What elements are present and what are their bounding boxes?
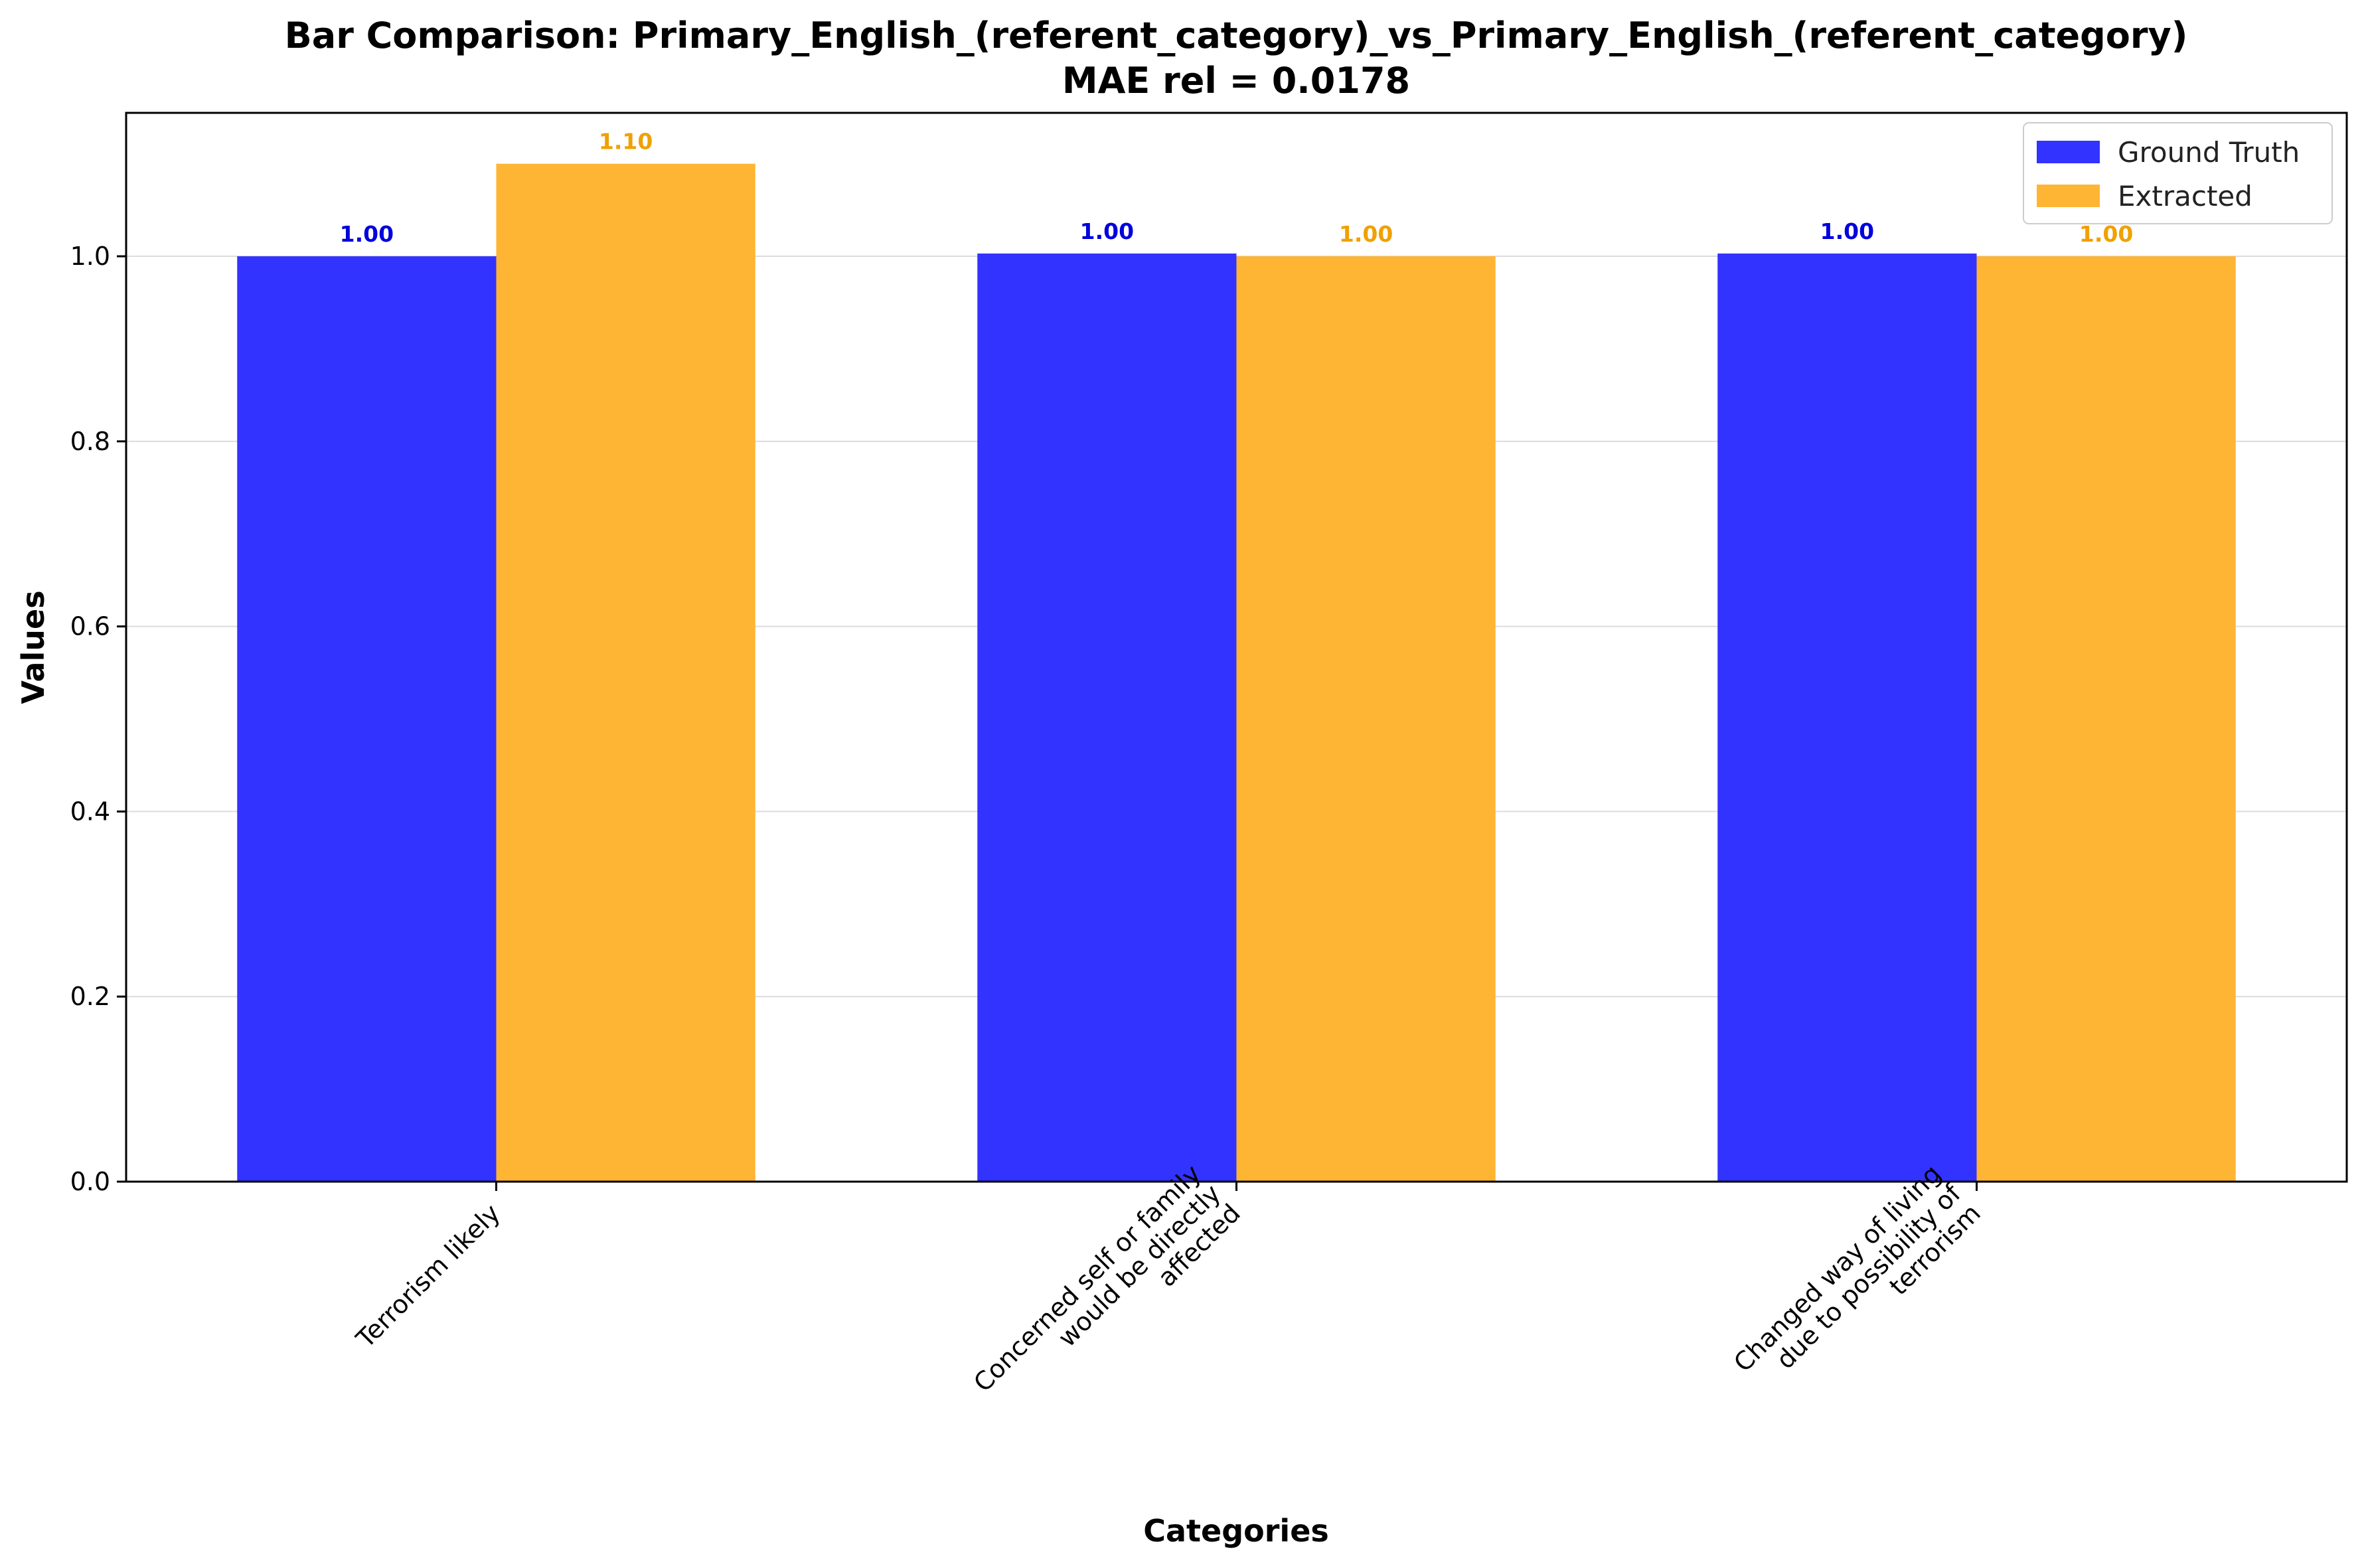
- bar-value-label: 1.00: [1820, 218, 1874, 244]
- bar-value-label: 1.00: [1080, 218, 1134, 244]
- legend: Ground Truth Extracted: [2023, 122, 2333, 224]
- x-axis-label: Categories: [1143, 1513, 1329, 1549]
- y-tick-label: 0.0: [70, 1167, 110, 1196]
- x-axis-ticks: Terrorism likely Concerned self or family…: [351, 1158, 1987, 1437]
- y-tick-label: 0.6: [70, 612, 110, 641]
- bars: [237, 163, 2236, 1182]
- bar-value-label: 1.00: [2079, 221, 2133, 247]
- bar-extracted: [1236, 256, 1496, 1182]
- y-axis-label: Values: [15, 590, 51, 704]
- bar-ground-truth: [1717, 253, 1977, 1182]
- y-tick-label: 1.0: [70, 242, 110, 271]
- bar-value-label: 1.00: [1339, 221, 1393, 247]
- bar-value-label: 1.10: [599, 129, 653, 155]
- legend-frame: [2023, 122, 2333, 224]
- x-tick-label-line: due to possibility of: [1771, 1178, 1967, 1374]
- bar-ground-truth: [977, 253, 1237, 1182]
- x-tick-label: Changed way of livingdue to possibility …: [1728, 1158, 1987, 1417]
- x-tick-label-line: Terrorism likely: [351, 1198, 506, 1354]
- bar-extracted: [496, 163, 755, 1182]
- chart-title: Bar Comparison: Primary_English_(referen…: [285, 15, 2188, 56]
- bar-value-labels: 1.00 1.00 1.00 1.10 1.00 1.00: [340, 129, 2134, 247]
- bar-extracted: [1976, 256, 2236, 1182]
- legend-label-extracted: Extracted: [2118, 180, 2252, 212]
- y-tick-label: 0.8: [70, 427, 110, 456]
- chart-subtitle: MAE rel = 0.0178: [1062, 60, 1410, 102]
- legend-swatch-ground-truth: [2037, 141, 2100, 163]
- x-tick-label: Terrorism likely: [351, 1198, 506, 1354]
- x-tick-label: Concerned self or familywould be directl…: [968, 1159, 1246, 1437]
- y-tick-label: 0.4: [70, 797, 110, 826]
- y-tick-label: 0.2: [70, 982, 110, 1011]
- bar-ground-truth: [237, 256, 497, 1182]
- bar-value-label: 1.00: [340, 221, 394, 247]
- y-axis-ticks: 0.0 0.2 0.4 0.6 0.8 1.0: [70, 242, 126, 1196]
- legend-swatch-extracted: [2037, 185, 2100, 207]
- legend-label-ground-truth: Ground Truth: [2118, 136, 2300, 169]
